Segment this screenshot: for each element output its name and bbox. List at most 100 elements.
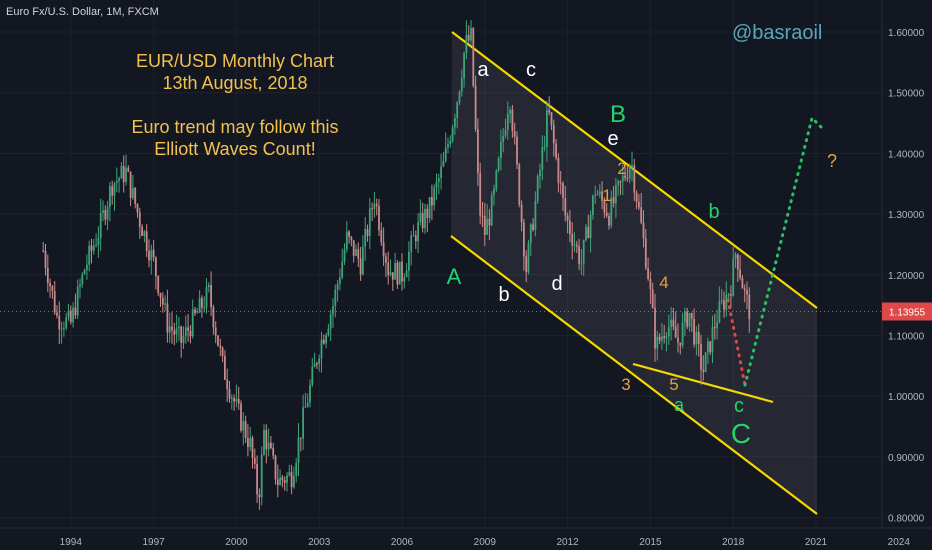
candle-body: [559, 182, 562, 184]
candle-body: [741, 277, 744, 289]
candle-body: [456, 102, 459, 118]
candle-body: [414, 235, 417, 242]
candle-body: [688, 313, 691, 327]
candle-body: [288, 472, 291, 476]
candle-body: [421, 212, 424, 229]
candle-body: [585, 226, 587, 241]
candle-body: [120, 166, 123, 179]
candle-body: [578, 246, 580, 264]
candle-body: [681, 322, 684, 346]
candle-body: [191, 309, 194, 337]
candle-body: [274, 455, 277, 480]
candle-body: [435, 181, 438, 188]
candle-body: [380, 230, 383, 243]
candle-body: [327, 328, 330, 336]
candle-body: [189, 330, 192, 337]
candle-body: [684, 311, 686, 323]
candle-body: [555, 143, 557, 158]
y-tick-label: 1.40000: [888, 149, 925, 160]
chart-note: EUR/USD Monthly Chart 13th August, 2018 …: [100, 50, 370, 160]
elliott-channel: [450, 31, 818, 515]
candle-body: [603, 200, 606, 213]
candle-body: [509, 109, 511, 114]
candle-body: [198, 298, 201, 313]
candle-body: [548, 110, 551, 113]
candle-body: [235, 398, 238, 402]
candle-body: [690, 313, 693, 319]
candle-body: [523, 222, 525, 257]
x-tick-label: 2015: [639, 537, 662, 548]
candle-body: [125, 167, 127, 183]
candle-body: [417, 221, 419, 242]
candle-body: [279, 477, 281, 485]
candle-body: [546, 110, 548, 147]
candle-body: [318, 358, 321, 364]
candle-body: [518, 164, 521, 205]
candle-body: [467, 34, 470, 41]
candle-body: [313, 363, 316, 368]
candle-body: [596, 194, 599, 196]
wave-label-4: 4: [659, 273, 668, 292]
candle-body: [621, 175, 624, 182]
note-line-2: 13th August, 2018: [162, 73, 308, 93]
candle-body: [716, 322, 718, 329]
candle-body: [58, 315, 61, 330]
candle-body: [481, 215, 484, 217]
y-tick-label: 1.20000: [888, 271, 925, 282]
candle-body: [661, 336, 663, 341]
candle-body: [104, 210, 107, 220]
candle-body: [161, 297, 164, 305]
candle-body: [617, 181, 620, 186]
candle-body: [79, 284, 81, 287]
candle-body: [447, 144, 449, 148]
candle-body: [212, 307, 215, 328]
candle-body: [99, 212, 102, 238]
y-tick-label: 0.90000: [888, 453, 925, 464]
candle-body: [95, 244, 97, 246]
candle-body: [582, 240, 585, 264]
candle-body: [594, 194, 597, 196]
candle-body: [286, 475, 288, 483]
candle-body: [444, 147, 447, 162]
candle-body: [610, 197, 613, 226]
candle-body: [389, 272, 392, 276]
note-gap: [100, 94, 370, 116]
candle-body: [483, 216, 486, 235]
candle-body: [640, 207, 643, 223]
candle-body: [148, 250, 150, 261]
candle-body: [237, 398, 240, 404]
candle-body: [375, 203, 378, 206]
wave-label-c: c: [526, 59, 536, 81]
candle-body: [159, 293, 162, 298]
candle-body: [552, 124, 555, 144]
candle-body: [451, 127, 454, 141]
candle-body: [709, 341, 712, 353]
wave-label-5: 5: [669, 375, 678, 394]
candle-body: [543, 146, 546, 148]
candle-body: [748, 294, 751, 320]
candle-body: [674, 326, 677, 338]
candle-body: [258, 494, 261, 498]
candle-body: [51, 286, 54, 292]
candle-body: [702, 369, 705, 372]
wave-label-A: A: [447, 264, 462, 289]
candle-body: [493, 188, 495, 196]
candle-body: [221, 347, 224, 357]
candle-body: [575, 244, 578, 247]
candle-body: [359, 258, 362, 275]
candle-body: [92, 245, 95, 251]
candle-body: [385, 256, 387, 263]
candle-body: [329, 314, 332, 329]
candle-body: [316, 363, 318, 365]
candle-body: [281, 477, 284, 481]
candle-body: [525, 256, 528, 273]
candle-body: [654, 307, 656, 349]
candle-body: [194, 309, 196, 313]
candle-body: [463, 52, 465, 79]
candle-body: [580, 263, 583, 265]
candle-body: [242, 421, 245, 431]
candle-body: [325, 335, 327, 344]
candle-body: [283, 480, 286, 483]
